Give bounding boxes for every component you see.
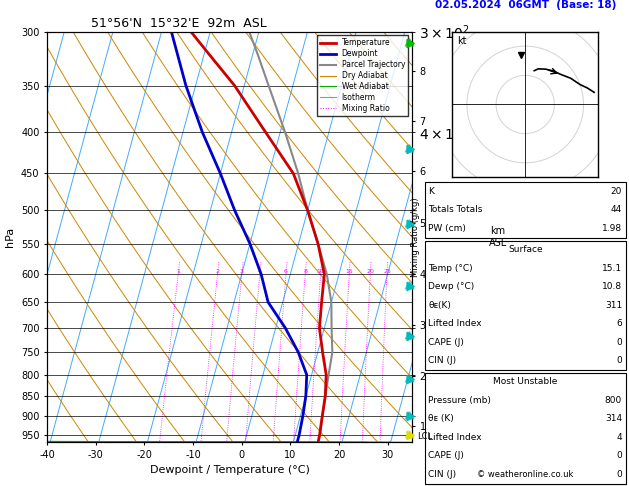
Text: PW (cm): PW (cm): [428, 224, 466, 233]
Y-axis label: hPa: hPa: [6, 227, 15, 247]
Text: Dewp (°C): Dewp (°C): [428, 282, 475, 291]
Text: 02.05.2024  06GMT  (Base: 18): 02.05.2024 06GMT (Base: 18): [435, 0, 616, 10]
Text: Surface: Surface: [508, 245, 543, 254]
Text: 6: 6: [616, 319, 622, 328]
Text: 25: 25: [383, 269, 391, 274]
Text: 10.8: 10.8: [602, 282, 622, 291]
Text: 1.98: 1.98: [602, 224, 622, 233]
Text: 15.1: 15.1: [602, 264, 622, 273]
Text: θᴇ(K): θᴇ(K): [428, 301, 451, 310]
Text: Mixing Ratio (g/kg): Mixing Ratio (g/kg): [411, 197, 420, 277]
Text: 15: 15: [345, 269, 353, 274]
X-axis label: Dewpoint / Temperature (°C): Dewpoint / Temperature (°C): [150, 466, 309, 475]
Text: 0: 0: [616, 470, 622, 479]
Text: 2: 2: [216, 269, 220, 274]
Text: Temp (°C): Temp (°C): [428, 264, 473, 273]
Text: 0: 0: [616, 356, 622, 365]
Text: 6: 6: [284, 269, 288, 274]
Y-axis label: km
ASL: km ASL: [489, 226, 507, 248]
Text: CAPE (J): CAPE (J): [428, 451, 464, 460]
Text: LCL: LCL: [418, 432, 433, 441]
Text: 8: 8: [303, 269, 307, 274]
Text: 4: 4: [616, 433, 622, 442]
Text: K: K: [428, 187, 434, 196]
Text: © weatheronline.co.uk: © weatheronline.co.uk: [477, 469, 574, 479]
Text: 0: 0: [616, 338, 622, 347]
Text: Lifted Index: Lifted Index: [428, 319, 482, 328]
Text: 20: 20: [611, 187, 622, 196]
Text: CAPE (J): CAPE (J): [428, 338, 464, 347]
Text: 3: 3: [240, 269, 244, 274]
Text: 4: 4: [258, 269, 262, 274]
Text: CIN (J): CIN (J): [428, 356, 457, 365]
Text: CIN (J): CIN (J): [428, 470, 457, 479]
Text: 51°56'N  15°32'E  92m  ASL: 51°56'N 15°32'E 92m ASL: [91, 17, 267, 31]
Text: Totals Totals: Totals Totals: [428, 206, 482, 214]
Text: 1: 1: [176, 269, 180, 274]
Text: 10: 10: [317, 269, 325, 274]
Text: Most Unstable: Most Unstable: [493, 378, 557, 386]
Text: 0: 0: [616, 451, 622, 460]
Text: 20: 20: [366, 269, 374, 274]
Text: 44: 44: [611, 206, 622, 214]
Text: kt: kt: [457, 36, 466, 46]
Legend: Temperature, Dewpoint, Parcel Trajectory, Dry Adiabat, Wet Adiabat, Isotherm, Mi: Temperature, Dewpoint, Parcel Trajectory…: [317, 35, 408, 116]
Text: Lifted Index: Lifted Index: [428, 433, 482, 442]
Text: 800: 800: [605, 396, 622, 405]
Text: Pressure (mb): Pressure (mb): [428, 396, 491, 405]
Text: 314: 314: [605, 415, 622, 423]
Text: θᴇ (K): θᴇ (K): [428, 415, 454, 423]
Text: 311: 311: [605, 301, 622, 310]
